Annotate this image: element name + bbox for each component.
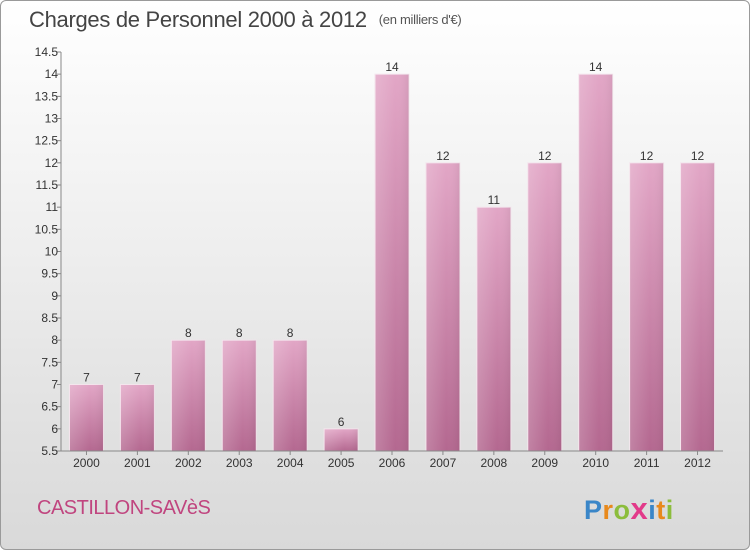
x-tick-label: 2005 bbox=[328, 456, 355, 470]
logo-letter: i bbox=[648, 495, 657, 525]
data-label: 14 bbox=[385, 60, 399, 74]
x-tick-label: 2011 bbox=[634, 456, 660, 470]
data-label: 11 bbox=[488, 193, 501, 207]
x-tick-label: 2002 bbox=[175, 456, 202, 470]
y-tick-label: 9 bbox=[51, 289, 58, 303]
logo-letter: o bbox=[613, 495, 631, 525]
y-tick-label: 12 bbox=[45, 156, 59, 170]
x-tick-label: 2007 bbox=[430, 456, 457, 470]
bar-shade bbox=[578, 74, 613, 452]
y-tick-label: 9.5 bbox=[41, 267, 58, 281]
chart-title-text: Charges de Personnel 2000 à 2012 bbox=[29, 7, 367, 32]
y-tick-label: 5.5 bbox=[41, 444, 58, 458]
x-tick-label: 2012 bbox=[684, 456, 711, 470]
x-tick-label: 2003 bbox=[226, 456, 253, 470]
y-tick-label: 11.5 bbox=[36, 178, 59, 192]
data-label: 7 bbox=[83, 371, 90, 385]
data-label: 7 bbox=[134, 371, 141, 385]
data-label: 8 bbox=[236, 326, 243, 340]
bar-shade bbox=[69, 384, 104, 451]
place-name: CASTILLON-SAVèS bbox=[37, 497, 211, 519]
bar-shade bbox=[476, 207, 511, 451]
x-tick-label: 2009 bbox=[531, 456, 558, 470]
y-tick-label: 10 bbox=[45, 245, 59, 259]
logo-letter: x bbox=[630, 491, 649, 526]
bar-shade bbox=[425, 162, 460, 452]
x-tick-label: 2004 bbox=[277, 456, 304, 470]
y-tick-label: 13 bbox=[45, 112, 59, 126]
bar-shade bbox=[120, 384, 155, 451]
data-label: 8 bbox=[185, 326, 192, 340]
bar-shade bbox=[222, 340, 257, 451]
y-tick-label: 6.5 bbox=[41, 400, 58, 414]
data-label: 12 bbox=[691, 149, 705, 163]
x-tick-label: 2001 bbox=[124, 456, 151, 470]
x-axis: 2000 2001 2002 2003 2004 2005 2006 2007 2008 2009… bbox=[61, 450, 723, 470]
x-tick-label: 2006 bbox=[379, 456, 406, 470]
y-tick-label: 7.5 bbox=[41, 355, 58, 369]
x-tick-label: 2010 bbox=[582, 456, 609, 470]
y-tick-label: 8.5 bbox=[41, 311, 58, 325]
bar-shade bbox=[680, 162, 715, 452]
y-tick-label: 14 bbox=[45, 67, 59, 81]
data-label: 12 bbox=[640, 149, 654, 163]
bar-shade bbox=[527, 162, 562, 452]
data-label: 12 bbox=[538, 149, 552, 163]
y-tick-label: 7 bbox=[51, 378, 58, 392]
y-tick-label: 6 bbox=[51, 422, 58, 436]
y-tick-label: 8 bbox=[51, 333, 58, 347]
chart-title: Charges de Personnel 2000 à 2012 (en mill… bbox=[29, 7, 462, 33]
logo-letter: t bbox=[656, 495, 666, 525]
y-tick-label: 11 bbox=[46, 200, 59, 214]
y-axis: 5.5 6 6.5 7 7.5 8 8.5 9 9.5 10 10.5 11 11.5 12 12.5 13 1… bbox=[35, 45, 62, 458]
bar-shade bbox=[171, 340, 206, 451]
logo-letter: r bbox=[602, 495, 614, 525]
bar-shade bbox=[629, 162, 664, 452]
logo-letter: P bbox=[584, 495, 603, 525]
x-tick-label: 2000 bbox=[73, 456, 100, 470]
bar-shade bbox=[324, 428, 359, 451]
data-label: 6 bbox=[338, 415, 345, 429]
data-label: 12 bbox=[436, 149, 450, 163]
y-tick-label: 14.5 bbox=[35, 45, 59, 59]
y-tick-label: 12.5 bbox=[35, 134, 59, 148]
y-tick-label: 10.5 bbox=[35, 222, 59, 236]
proxiti-logo: Proxiti bbox=[584, 491, 674, 527]
x-tick-label: 2008 bbox=[480, 456, 507, 470]
y-tick-label: 13.5 bbox=[35, 89, 59, 103]
data-label: 14 bbox=[589, 60, 603, 74]
bar-shade bbox=[273, 340, 308, 451]
data-label: 8 bbox=[287, 326, 294, 340]
bar-shade bbox=[375, 74, 409, 452]
logo-letter: i bbox=[665, 495, 674, 525]
bars: 7 7 8 8 8 6 14 12 11 12 14 12 12 bbox=[68, 60, 716, 452]
chart-unit: (en milliers d'€) bbox=[378, 12, 462, 27]
